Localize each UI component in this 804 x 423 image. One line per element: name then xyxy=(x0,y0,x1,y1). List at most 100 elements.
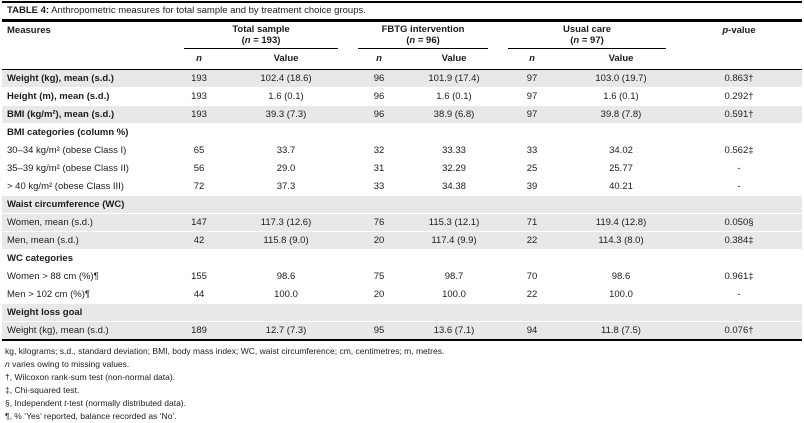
footnote-dagger: †, Wilcoxon rank-sum test (non-normal da… xyxy=(5,372,176,382)
value-usual: 119.4 (12.8) xyxy=(566,213,676,232)
value-usual: 103.0 (19.7) xyxy=(566,69,676,88)
n-usual: 33 xyxy=(498,141,566,160)
table-title: TABLE 4: Anthropometric measures for tot… xyxy=(2,1,802,22)
n-usual: 94 xyxy=(498,321,566,341)
measure-label: 35–39 kg/m² (obese Class II) xyxy=(2,159,174,178)
n-fbtg: 75 xyxy=(348,267,410,286)
column-group-usual-care: Usual care (n = 97) xyxy=(498,22,676,49)
n-symbol: n xyxy=(573,34,580,46)
section-row: Waist circumference (WC) xyxy=(2,195,802,214)
subheader-n-total: n xyxy=(196,53,202,64)
table-header: Measures Total sample (n = 193) FBTG int… xyxy=(2,22,802,70)
n-usual: 70 xyxy=(498,267,566,286)
value-total: 39.3 (7.3) xyxy=(224,105,348,124)
p-value: 0.961‡ xyxy=(676,267,802,286)
subheader-value-total: Value xyxy=(273,53,299,64)
n-usual: 97 xyxy=(498,69,566,88)
n-total: 193 xyxy=(174,87,224,106)
measure-label: Height (m), mean (s.d.) xyxy=(2,87,174,106)
n-usual: 71 xyxy=(498,213,566,232)
p-value: 0.863† xyxy=(676,69,802,88)
anthropometric-measures-table: Measures Total sample (n = 193) FBTG int… xyxy=(2,22,802,341)
measure-label: Weight (kg), mean (s.d.) xyxy=(2,69,174,88)
column-header-measures: Measures xyxy=(7,25,51,36)
value-fbtg: 98.7 xyxy=(410,267,498,286)
p-value: 0.591† xyxy=(676,105,802,124)
n-fbtg: 32 xyxy=(348,141,410,160)
table-title-tag: TABLE 4: xyxy=(7,5,50,16)
n-usual: 25 xyxy=(498,159,566,178)
table-title-text: Anthropometric measures for total sample… xyxy=(49,5,366,16)
value-total: 117.3 (12.6) xyxy=(224,213,348,232)
value-total: 115.8 (9.0) xyxy=(224,231,348,250)
n-fbtg: 31 xyxy=(348,159,410,178)
value-fbtg: 101.9 (17.4) xyxy=(410,69,498,88)
n-usual: 39 xyxy=(498,177,566,196)
n-total: 65 xyxy=(174,141,224,160)
section-row: WC categories xyxy=(2,249,802,268)
column-header-p-value: p-value xyxy=(722,25,756,36)
value-fbtg: 13.6 (7.1) xyxy=(410,321,498,341)
value-total: 37.3 xyxy=(224,177,348,196)
section-label: WC categories xyxy=(2,249,802,268)
column-group-total-sample: Total sample (n = 193) xyxy=(174,22,348,49)
n-fbtg: 76 xyxy=(348,213,410,232)
value-fbtg: 115.3 (12.1) xyxy=(410,213,498,232)
value-fbtg: 32.29 xyxy=(410,159,498,178)
p-value: 0.384‡ xyxy=(676,231,802,250)
measure-label: Men > 102 cm (%)¶ xyxy=(2,285,174,304)
value-total: 102.4 (18.6) xyxy=(224,69,348,88)
measure-label: Weight (kg), mean (s.d.) xyxy=(2,321,174,341)
p-value: 0.050§ xyxy=(676,213,802,232)
p-value: 0.076† xyxy=(676,321,802,341)
measure-label: > 40 kg/m² (obese Class III) xyxy=(2,177,174,196)
table-row: Weight (kg), mean (s.d.) 193 102.4 (18.6) 9… xyxy=(2,69,802,88)
section-label: Weight loss goal xyxy=(2,303,802,322)
value-usual: 25.77 xyxy=(566,159,676,178)
n-total: 193 xyxy=(174,105,224,124)
table-row: Men > 102 cm (%)¶ 44 100.0 20 100.0 22 100.0- xyxy=(2,285,802,304)
subheader-n-usual: n xyxy=(529,53,535,64)
n-usual: 22 xyxy=(498,231,566,250)
measure-label: BMI (kg/m²), mean (s.d.) xyxy=(2,105,174,124)
column-group-fbtg-intervention: FBTG intervention (n = 96) xyxy=(348,22,498,49)
value-total: 33.7 xyxy=(224,141,348,160)
group-fbtg-name: FBTG intervention xyxy=(381,24,465,35)
n-total: 44 xyxy=(174,285,224,304)
footnotes: kg, kilograms; s.d., standard deviation;… xyxy=(2,341,802,423)
n-total: 42 xyxy=(174,231,224,250)
value-fbtg: 34.38 xyxy=(410,177,498,196)
measure-label: 30–34 kg/m² (obese Class I) xyxy=(2,141,174,160)
measure-label: Women > 88 cm (%)¶ xyxy=(2,267,174,286)
value-usual: 40.21 xyxy=(566,177,676,196)
section-label: BMI categories (column %) xyxy=(2,123,802,142)
n-total: 189 xyxy=(174,321,224,341)
footnote-pilcrow: ¶, % ‘Yes’ reported, balance recorded as… xyxy=(5,411,177,421)
n-total: 147 xyxy=(174,213,224,232)
n-total: 193 xyxy=(174,69,224,88)
value-usual: 34.02 xyxy=(566,141,676,160)
n-fbtg: 20 xyxy=(348,285,410,304)
table-body: Weight (kg), mean (s.d.) 193 102.4 (18.6) 9… xyxy=(2,69,802,341)
table-row: BMI (kg/m²), mean (s.d.) 193 39.3 (7.3) 96 3… xyxy=(2,105,802,124)
subheader-value-usual: Value xyxy=(608,53,634,64)
table-row: > 40 kg/m² (obese Class III) 72 37.3 33 34.3… xyxy=(2,177,802,196)
value-total: 12.7 (7.3) xyxy=(224,321,348,341)
table-row: Height (m), mean (s.d.) 193 1.6 (0.1) 96 1.6… xyxy=(2,87,802,106)
table-row: 35–39 kg/m² (obese Class II) 56 29.0 31 32.2… xyxy=(2,159,802,178)
subheader-value-fbtg: Value xyxy=(441,53,467,64)
n-usual: 22 xyxy=(498,285,566,304)
value-total: 100.0 xyxy=(224,285,348,304)
n-fbtg: 20 xyxy=(348,231,410,250)
table-row: Women, mean (s.d.) 147 117.3 (12.6) 76 115.3… xyxy=(2,213,802,232)
section-row: Weight loss goal xyxy=(2,303,802,322)
n-symbol: n xyxy=(244,34,251,46)
p-value: 0.562‡ xyxy=(676,141,802,160)
p-value: - xyxy=(676,285,802,304)
value-fbtg: 38.9 (6.8) xyxy=(410,105,498,124)
footnote-double-dagger: ‡, Chi-squared test. xyxy=(5,385,80,395)
subheader-n-fbtg: n xyxy=(376,53,382,64)
value-total: 1.6 (0.1) xyxy=(224,87,348,106)
n-fbtg: 96 xyxy=(348,105,410,124)
